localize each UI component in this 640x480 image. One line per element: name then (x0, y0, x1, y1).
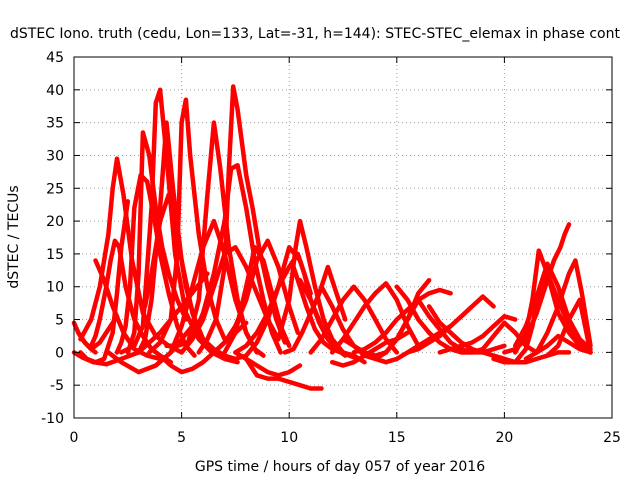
series-line-50 (545, 297, 593, 358)
series-line-40 (416, 297, 507, 355)
x-tick-label: 25 (603, 430, 621, 446)
y-tick-label: -10 (41, 411, 64, 427)
series-line-33 (329, 281, 421, 355)
series-layer (71, 84, 593, 391)
series-line-39 (405, 294, 496, 355)
series-line-36 (351, 287, 453, 355)
series-line-19 (190, 245, 281, 342)
tick-layer: 0 5 10 15 20 25 -10 -5 0 5 10 15 20 25 30 35 40 45 (41, 50, 621, 446)
x-axis-label: GPS time / hours of day 057 of year 2016 (195, 459, 485, 475)
y-tick-label: 45 (46, 50, 64, 66)
series-line-22 (211, 238, 301, 355)
series-line-3 (76, 314, 120, 352)
y-tick-label: 35 (46, 116, 64, 132)
series-line-31 (308, 284, 400, 355)
y-axis-label: dSTEC / TECUs (6, 185, 22, 288)
y-tick-label: 10 (46, 280, 64, 296)
y-tick-label: 0 (55, 345, 64, 361)
y-tick-label: 40 (46, 83, 64, 99)
series-line-18 (179, 163, 283, 355)
series-line-27 (276, 218, 346, 355)
y-tick-label: 25 (46, 181, 64, 197)
plot-frame (73, 56, 613, 419)
x-tick-label: 5 (177, 430, 186, 446)
y-tick-label: 15 (46, 247, 64, 263)
series-line-5 (78, 156, 184, 355)
series-line-21 (200, 245, 313, 362)
series-line-28 (282, 264, 348, 355)
series-line-17 (168, 218, 260, 355)
y-tick-label: -5 (50, 378, 64, 394)
x-tick-label: 10 (280, 430, 298, 446)
series-line-44 (480, 350, 572, 365)
series-line-23 (222, 245, 292, 355)
x-tick-label: 0 (70, 430, 79, 446)
series-line-30 (297, 277, 367, 365)
series-line-26 (243, 356, 324, 391)
series-line-51 (534, 333, 593, 355)
x-tick-label: 15 (388, 430, 406, 446)
series-line-48 (512, 261, 593, 352)
series-line-9 (114, 172, 197, 358)
y-tick-label: 20 (46, 214, 64, 230)
y-tick-label: 5 (55, 313, 64, 329)
x-tick-label: 20 (495, 430, 513, 446)
series-line-42 (437, 314, 518, 355)
y-tick-label: 30 (46, 148, 64, 164)
chart-title: dSTEC Iono. truth (cedu, Lon=133, Lat=-3… (10, 26, 620, 42)
